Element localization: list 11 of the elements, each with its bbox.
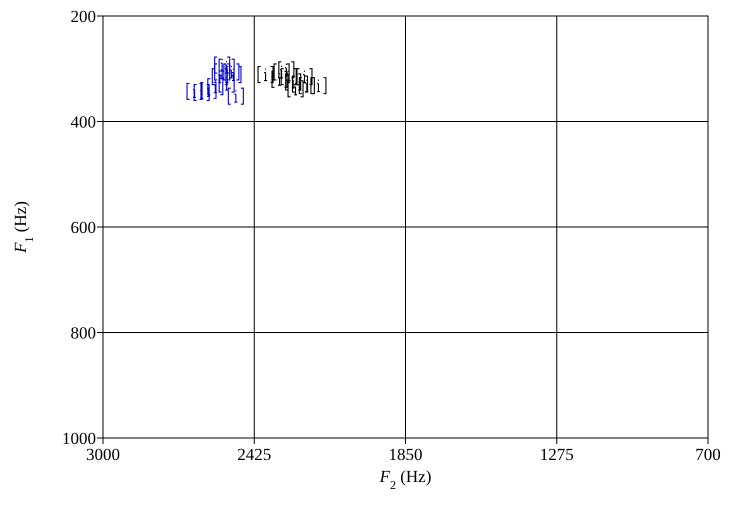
- x-tick-label: 700: [695, 445, 721, 464]
- y-tick-label: 200: [70, 6, 96, 26]
- x-tick-label: 3000: [86, 445, 120, 464]
- x-tick-label: 1275: [540, 445, 574, 464]
- y-tick-label: 800: [70, 323, 96, 342]
- y-tick-label: 1000: [62, 428, 96, 448]
- x-axis-title: F$_{2}$ (Hz): [378, 467, 432, 492]
- y-tick-label: 600: [70, 218, 96, 237]
- y-tick-label: 400: [70, 112, 96, 132]
- x-tick-label: 2425: [237, 445, 272, 464]
- x-tick-label: 1850: [388, 445, 422, 464]
